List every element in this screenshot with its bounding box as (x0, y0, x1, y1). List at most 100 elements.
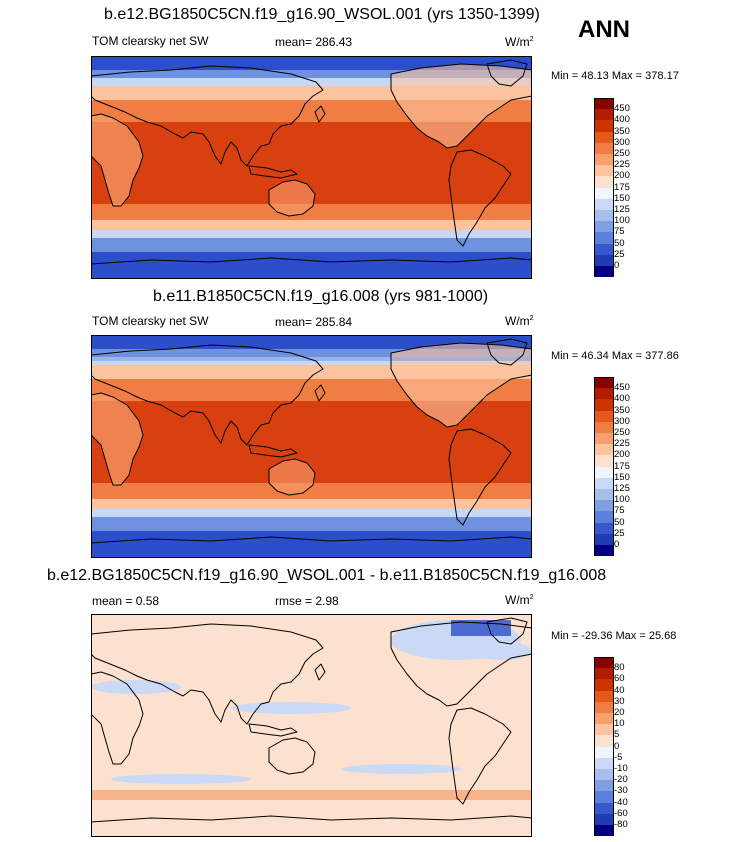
coast-north-america (390, 621, 532, 707)
colorbar-tick-label: 450 (614, 382, 630, 394)
panel3-units: W/m2 (505, 593, 534, 607)
colorbar-tick-label: 125 (614, 483, 630, 494)
panel3-map (91, 614, 532, 837)
band-north-variant (91, 357, 532, 361)
coast-south-america (448, 707, 512, 805)
colorbar-swatch (594, 187, 614, 199)
colorbar-swatch (594, 109, 614, 121)
coast-africa (91, 392, 144, 486)
land-northamerica-shade (391, 64, 532, 148)
colorbar-tick-label: -60 (614, 807, 628, 819)
diff-pacific-negative (231, 702, 351, 714)
panel2-title: b.e11.B1850C5CN.f19_g16.008 (yrs 981-100… (153, 288, 489, 305)
panel1-mean-label: mean= 286.43 (275, 35, 353, 49)
colorbar-swatch (594, 455, 614, 467)
colorbar-tick-label: 175 (614, 460, 630, 472)
panel3-map-plot (91, 614, 532, 837)
coast-antarctica (91, 257, 532, 265)
colorbar-swatch (594, 746, 614, 758)
band-south-midlat (91, 499, 532, 509)
colorbar-tick-label: 225 (614, 159, 630, 171)
map-frame (91, 614, 532, 837)
band-south-subtropics (91, 204, 532, 220)
panel3-rmse-label: rmse = 2.98 (275, 594, 339, 608)
colorbar-tick-label: 25 (614, 527, 625, 539)
colorbar-tick-label: 200 (614, 170, 630, 182)
band-antarctic (91, 252, 532, 279)
season-label: ANN (578, 16, 630, 43)
coast-antarctica (91, 815, 532, 823)
colorbar-tick-label: 0 (614, 740, 620, 752)
coast-indonesia (248, 723, 298, 737)
colorbar-swatch (594, 154, 614, 166)
panel1-map (91, 56, 532, 279)
colorbar-tick-label: 225 (614, 438, 630, 450)
colorbar-swatch (594, 813, 614, 825)
colorbar-swatch (594, 735, 614, 747)
colorbar-swatch (594, 791, 614, 803)
coast-south-america (448, 149, 512, 247)
panel3-title: b.e12.BG1850C5CN.f19_g16.90_WSOL.001 - b… (47, 567, 607, 584)
colorbar-tick-label: 75 (614, 505, 625, 517)
colorbar-swatch (594, 165, 614, 177)
diff-greenland-negative (471, 642, 532, 660)
colorbar-swatch (594, 198, 614, 210)
panel2-map (91, 335, 532, 558)
colorbar-swatch (594, 545, 614, 557)
colorbar-swatch (594, 98, 614, 111)
colorbar-tick-label: 0 (614, 539, 620, 550)
colorbar-tick-label: 400 (614, 114, 630, 126)
map-frame (91, 56, 532, 279)
colorbar-swatch (594, 176, 614, 188)
panel1-variable-label: TOM clearsky net SW (92, 34, 209, 48)
colorbar-tick-label: 0 (614, 260, 620, 271)
colorbar-swatch (594, 243, 614, 255)
band-south-subtropics (91, 483, 532, 499)
band-south-transition (91, 509, 532, 517)
land-northamerica-shade (391, 343, 532, 427)
colorbar-tick-label: 50 (614, 237, 625, 249)
colorbar-swatch (594, 254, 614, 266)
colorbar-swatch (594, 120, 614, 132)
colorbar-swatch (594, 388, 614, 400)
colorbar-tick-label: 50 (614, 516, 625, 528)
coast-indonesia (248, 444, 298, 458)
diff-south-indian-negative (111, 774, 251, 784)
colorbar-swatch (594, 668, 614, 680)
diff-indian-negative (91, 680, 181, 694)
colorbar-swatch (594, 232, 614, 244)
colorbar-swatch (594, 802, 614, 814)
colorbar-swatch (594, 210, 614, 222)
colorbar-tick-label: 175 (614, 181, 630, 193)
colorbar-tick-label: 150 (614, 471, 630, 483)
panel1-map-plot (91, 56, 532, 279)
colorbar-tick-label: 200 (614, 449, 630, 461)
colorbar-tick-label: 20 (614, 707, 625, 718)
band-antarctic (91, 531, 532, 558)
colorbar-tick-label: 125 (614, 204, 630, 215)
coast-japan (314, 663, 326, 681)
coast-antarctica (91, 536, 532, 544)
coast-asia-europe (91, 623, 324, 725)
colorbar-swatch (594, 489, 614, 501)
colorbar-tick-label: -30 (614, 785, 628, 797)
panel3-mean-label: mean = 0.58 (92, 594, 160, 608)
coast-asia-europe (91, 344, 324, 446)
colorbar-swatch (594, 690, 614, 702)
coast-north-america (390, 63, 532, 149)
colorbar-swatch (594, 713, 614, 725)
colorbar-tick-label: -20 (614, 774, 628, 786)
colorbar-tick-label: 450 (614, 103, 630, 115)
colorbar-swatch (594, 433, 614, 445)
colorbar-tick-label: 60 (614, 673, 625, 685)
colorbar-swatch (594, 477, 614, 489)
panel2-minmax: Min = 46.34 Max = 377.86 (551, 350, 679, 362)
diff-southern-positive-band (91, 790, 532, 800)
colorbar-tick-label: -40 (614, 796, 628, 808)
panel2-mean-label: mean= 285.84 (275, 315, 353, 329)
band-south-midlat (91, 220, 532, 230)
colorbar-swatch (594, 421, 614, 433)
land-sahara-bright (91, 114, 143, 206)
colorbar-tick-label: 10 (614, 718, 625, 730)
coast-africa (91, 671, 144, 765)
